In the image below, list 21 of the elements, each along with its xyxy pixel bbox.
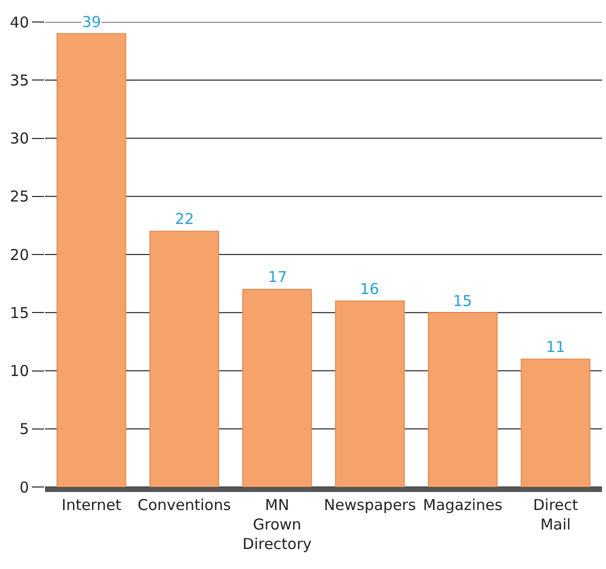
x-tick-label: Direct Mail: [533, 496, 578, 534]
y-tick-label: 15: [10, 304, 29, 322]
data-label: 15: [453, 292, 472, 310]
x-tick-label: Internet: [62, 496, 122, 514]
y-tick-label: 20: [10, 246, 29, 264]
x-tick-label: Conventions: [138, 496, 232, 514]
x-tick-label: MN Grown Directory: [242, 496, 312, 553]
x-tick-label: Newspapers: [324, 496, 416, 514]
y-tick-label: 35: [10, 71, 29, 90]
y-tick-label: 0: [19, 478, 29, 496]
data-label: 16: [360, 280, 380, 298]
x-tick-label: Magazines: [423, 496, 503, 514]
data-label: 39: [82, 13, 102, 31]
data-label: 17: [268, 268, 288, 286]
y-tick-label: 5: [19, 420, 29, 438]
y-tick-label: 25: [10, 188, 29, 206]
y-tick-label: 40: [10, 13, 29, 32]
data-label: 11: [546, 338, 566, 356]
data-label: 22: [175, 210, 194, 228]
y-tick-label: 10: [10, 362, 29, 380]
y-tick-label: 30: [10, 130, 29, 148]
